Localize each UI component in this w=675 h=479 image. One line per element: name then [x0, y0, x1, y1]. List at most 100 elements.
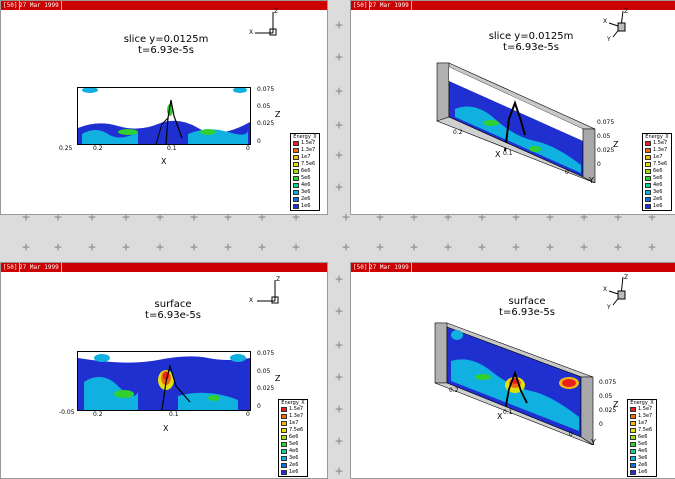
x-tick: 0 [565, 169, 569, 176]
window-id-label: [50] [1, 263, 21, 272]
legend-label: 7.5e6 [301, 161, 316, 167]
legend-label: 3e6 [638, 455, 648, 461]
grid-plus-mark: + [224, 240, 232, 255]
slice-caption: slice y=0.0125m t=6.93e-5s [106, 34, 226, 56]
legend-swatch [645, 169, 651, 174]
viewport-top-left[interactable]: [50] 27 Mar 1999 slice y=0.0125m t=6.93e… [0, 0, 328, 215]
axis-triad: Z X Y [603, 9, 633, 47]
legend-item: 1.3e7 [279, 413, 307, 420]
legend-swatch [281, 470, 287, 475]
legend-item: 6e6 [628, 434, 656, 441]
legend-item: 5e6 [643, 175, 671, 182]
x-axis-label: X [495, 150, 501, 159]
legend-swatch [293, 197, 299, 202]
z-tick: 0.025 [257, 120, 275, 127]
z-tick: 0 [599, 421, 603, 428]
z-tick: 0.075 [257, 350, 275, 357]
legend-item: 3e6 [279, 455, 307, 462]
contour-field [78, 88, 250, 144]
triad-x-label: X [249, 297, 254, 304]
legend-label: 1e6 [638, 469, 648, 475]
legend-swatch [281, 456, 287, 461]
legend-item: 6e6 [643, 168, 671, 175]
legend-label: 1e7 [638, 420, 648, 426]
z-tick: 0.025 [257, 385, 275, 392]
legend-swatch [281, 421, 287, 426]
legend-item: 5e6 [291, 175, 319, 182]
grid-plus-mark: + [258, 210, 266, 225]
grid-plus-mark: + [342, 210, 350, 225]
grid-plus-mark: + [335, 118, 343, 133]
legend-swatch [630, 442, 636, 447]
grid-plus-mark: + [478, 210, 486, 225]
caption-line-2: t=6.93e-5s [138, 45, 194, 56]
legend-item: 3e6 [643, 189, 671, 196]
legend-item: 1e7 [291, 154, 319, 161]
legend-label: 1.5e7 [653, 140, 668, 146]
legend-label: 3e6 [289, 455, 299, 461]
x-tick: 0.2 [453, 129, 463, 136]
x-axis-label: X [497, 412, 503, 421]
viewport-bottom-right[interactable]: [50] 27 Mar 1999 surface t=6.93e-5s Z X … [350, 262, 675, 479]
legend-title: Energy_X [281, 400, 305, 406]
viewport-bottom-left[interactable]: [50] 27 Mar 1999 surface t=6.93e-5s Z X … [0, 262, 328, 479]
z-tick: 0.05 [597, 133, 611, 140]
slice-caption: slice y=0.0125m t=6.93e-5s [471, 31, 591, 53]
window-title-bar[interactable]: [50] 27 Mar 1999 [1, 263, 327, 272]
grid-plus-mark: + [22, 210, 30, 225]
legend-label: 4e6 [289, 448, 299, 454]
color-legend: Energy_X 1.5e7 1.3e7 1e7 7.5e6 6e6 5e6 4e6 3e6 2… [642, 133, 672, 211]
legend-swatch [630, 414, 636, 419]
surface-caption: surface t=6.93e-5s [467, 296, 587, 318]
grid-plus-mark: + [580, 240, 588, 255]
legend-swatch [281, 414, 287, 419]
window-title-bar[interactable]: [50] 27 Mar 1999 [351, 1, 675, 10]
contour-field [434, 322, 594, 445]
legend-item: 6e6 [291, 168, 319, 175]
legend-swatch [281, 428, 287, 433]
legend-item: 1.5e7 [643, 140, 671, 147]
legend-swatch [630, 407, 636, 412]
contour-plot-3d[interactable] [431, 321, 601, 445]
grid-plus-mark: + [292, 210, 300, 225]
legend-swatch [645, 162, 651, 167]
legend-swatch [630, 421, 636, 426]
grid-plus-mark: + [444, 210, 452, 225]
legend-swatch [645, 148, 651, 153]
window-title-bar[interactable]: [50] 27 Mar 1999 [351, 263, 675, 272]
y-axis-label: Y [589, 176, 594, 185]
legend-item: 1e6 [291, 203, 319, 210]
window-title-bar[interactable]: [50] 27 Mar 1999 [1, 1, 327, 10]
grid-plus-mark: + [156, 210, 164, 225]
z-axis-label: Z [275, 110, 281, 119]
legend-label: 7.5e6 [289, 427, 304, 433]
z-axis-label: Z [613, 400, 619, 409]
grid-plus-mark: + [478, 240, 486, 255]
contour-plot-3d[interactable] [435, 61, 599, 183]
legend-swatch [293, 148, 299, 153]
x-tick: 0.2 [93, 411, 103, 418]
legend-label: 4e6 [653, 182, 663, 188]
grid-plus-mark: + [335, 272, 343, 287]
x-tick: 0.1 [169, 411, 179, 418]
legend-swatch [630, 428, 636, 433]
legend-item: 1e6 [628, 469, 656, 476]
grid-plus-mark: + [335, 148, 343, 163]
contour-plot[interactable] [77, 87, 251, 145]
legend-item: 2e6 [291, 196, 319, 203]
contour-plot[interactable] [77, 351, 251, 411]
legend-swatch [293, 162, 299, 167]
window-date-label: 27 Mar 1999 [17, 1, 62, 10]
x-tick: 0.2 [449, 387, 459, 394]
viewport-top-right[interactable]: [50] 27 Mar 1999 slice y=0.0125m t=6.93e… [350, 0, 675, 215]
grid-plus-mark: + [648, 210, 656, 225]
z-axis-label: Z [275, 374, 281, 383]
color-legend: Energy_X 1.5e7 1.3e7 1e7 7.5e6 6e6 5e6 4e6 3e6 2… [290, 133, 320, 211]
legend-item: 4e6 [291, 182, 319, 189]
grid-plus-mark: + [614, 240, 622, 255]
legend-label: 1.5e7 [301, 140, 316, 146]
caption-line-1: slice y=0.0125m [123, 34, 209, 45]
grid-plus-mark: + [546, 210, 554, 225]
legend-item: 2e6 [279, 462, 307, 469]
legend-item: 1e7 [279, 420, 307, 427]
